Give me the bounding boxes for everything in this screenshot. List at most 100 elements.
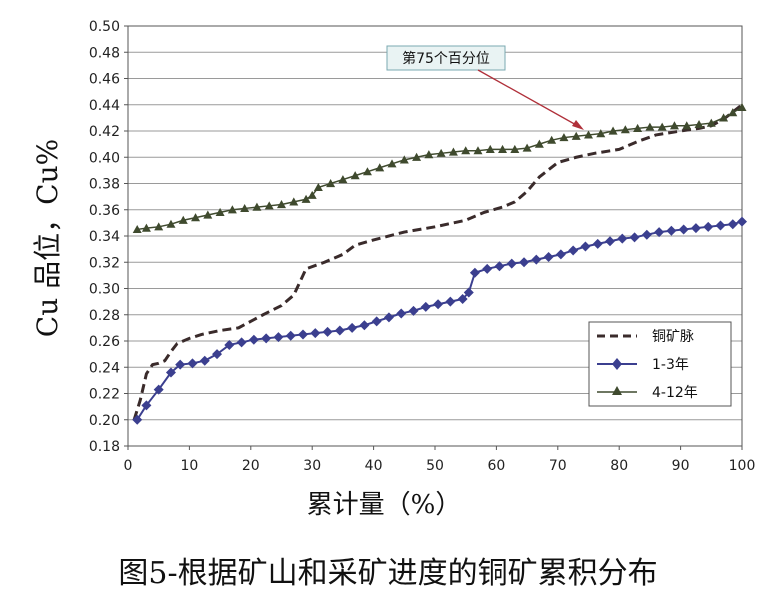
- data-point-diamond: [457, 294, 468, 304]
- data-point-diamond: [641, 229, 652, 240]
- y-tick-label: 0.26: [89, 334, 120, 350]
- y-tick-label: 0.28: [89, 308, 120, 324]
- annotation-arrowhead: [572, 120, 584, 130]
- y-tick-label: 0.44: [89, 98, 120, 114]
- x-tick-label: 50: [426, 458, 444, 474]
- data-point-diamond: [383, 312, 394, 323]
- y-tick-label: 0.32: [89, 255, 120, 271]
- legend-label-1: 1-3年: [652, 357, 689, 373]
- data-point-triangle: [154, 222, 164, 231]
- data-point-triangle: [669, 121, 679, 130]
- data-point-diamond: [297, 329, 308, 340]
- series-layer: [132, 102, 747, 425]
- data-point-triangle: [375, 163, 385, 172]
- data-point-triangle: [191, 213, 201, 222]
- data-point-diamond: [334, 325, 345, 336]
- x-tick-label: 70: [549, 458, 567, 474]
- data-point-diamond: [506, 258, 517, 269]
- annotation-box: [386, 45, 506, 71]
- data-point-diamond: [580, 241, 591, 252]
- data-point-triangle: [571, 131, 581, 140]
- data-point-triangle: [534, 139, 544, 148]
- x-tick-label: 10: [180, 458, 198, 474]
- data-point-triangle: [510, 144, 520, 153]
- data-point-triangle: [215, 207, 225, 216]
- data-point-diamond: [737, 216, 747, 227]
- data-point-diamond: [187, 358, 198, 369]
- data-point-diamond: [592, 238, 603, 249]
- x-tick-label: 60: [487, 458, 505, 474]
- data-point-diamond: [445, 296, 456, 307]
- data-point-diamond: [248, 334, 259, 345]
- data-point-triangle: [596, 129, 606, 138]
- data-point-diamond: [482, 263, 493, 274]
- data-point-triangle: [559, 133, 569, 142]
- y-tick-label: 0.40: [89, 150, 120, 166]
- series-line-2: [137, 106, 743, 231]
- data-point-diamond: [433, 299, 444, 310]
- data-point-diamond: [371, 316, 382, 327]
- data-point-diamond: [604, 236, 615, 247]
- data-point-triangle: [547, 135, 557, 144]
- data-point-diamond: [132, 414, 143, 425]
- data-point-diamond: [617, 233, 628, 244]
- data-point-triangle: [141, 223, 151, 232]
- data-point-diamond: [175, 359, 186, 370]
- x-axis-label: 累计量（%）: [307, 490, 462, 520]
- data-point-triangle: [645, 122, 655, 131]
- data-point-diamond: [666, 225, 677, 236]
- data-point-diamond: [359, 320, 370, 331]
- data-point-triangle: [178, 215, 188, 224]
- data-point-triangle: [362, 167, 372, 176]
- data-point-triangle: [203, 210, 213, 219]
- legend-marker-1: [612, 358, 622, 370]
- data-point-diamond: [141, 400, 152, 411]
- data-point-diamond: [310, 328, 321, 339]
- data-point-diamond: [629, 232, 640, 243]
- data-point-triangle: [313, 182, 323, 192]
- data-point-triangle: [387, 159, 397, 168]
- x-tick-label: 80: [610, 458, 628, 474]
- data-point-triangle: [633, 123, 643, 132]
- data-point-diamond: [463, 287, 474, 298]
- data-point-diamond: [519, 257, 530, 268]
- data-point-triangle: [694, 119, 704, 129]
- data-point-diamond: [153, 384, 164, 395]
- data-point-diamond: [420, 301, 431, 312]
- y-tick-label: 0.20: [89, 413, 120, 429]
- data-point-triangle: [737, 102, 747, 111]
- annotation-arrow: [477, 69, 579, 127]
- x-tick-label: 0: [124, 458, 133, 474]
- y-tick-label: 0.22: [89, 387, 120, 403]
- data-point-triangle: [289, 197, 299, 206]
- x-tick-label: 20: [242, 458, 260, 474]
- data-point-triangle: [307, 190, 317, 199]
- data-point-diamond: [678, 224, 689, 235]
- data-point-triangle: [412, 152, 422, 161]
- data-point-triangle: [498, 144, 508, 153]
- data-point-diamond: [690, 223, 701, 234]
- data-point-diamond: [555, 249, 566, 260]
- data-point-diamond: [347, 322, 358, 333]
- legend-label-0: 铜矿脉: [652, 329, 694, 345]
- data-point-triangle: [620, 125, 630, 134]
- data-point-triangle: [399, 155, 409, 164]
- y-tick-label: 0.18: [89, 439, 120, 455]
- data-point-diamond: [568, 245, 579, 256]
- y-tick-label: 0.30: [89, 282, 120, 298]
- data-point-diamond: [715, 220, 726, 231]
- y-tick-label: 0.34: [89, 229, 120, 245]
- data-point-triangle: [436, 148, 446, 157]
- series-line-0: [132, 103, 743, 421]
- data-point-diamond: [199, 355, 210, 366]
- data-point-diamond: [212, 349, 223, 360]
- data-point-triangle: [240, 203, 250, 213]
- axes: 0.18 0.20 0.22 0.24 0.26 0.28 0.30 0.32 0.34 0.36…: [89, 19, 756, 474]
- data-point-triangle: [461, 146, 471, 155]
- data-point-diamond: [322, 326, 333, 337]
- data-point-triangle: [132, 224, 142, 234]
- data-point-triangle: [608, 126, 618, 135]
- data-point-triangle: [485, 144, 495, 153]
- data-point-diamond: [703, 221, 714, 232]
